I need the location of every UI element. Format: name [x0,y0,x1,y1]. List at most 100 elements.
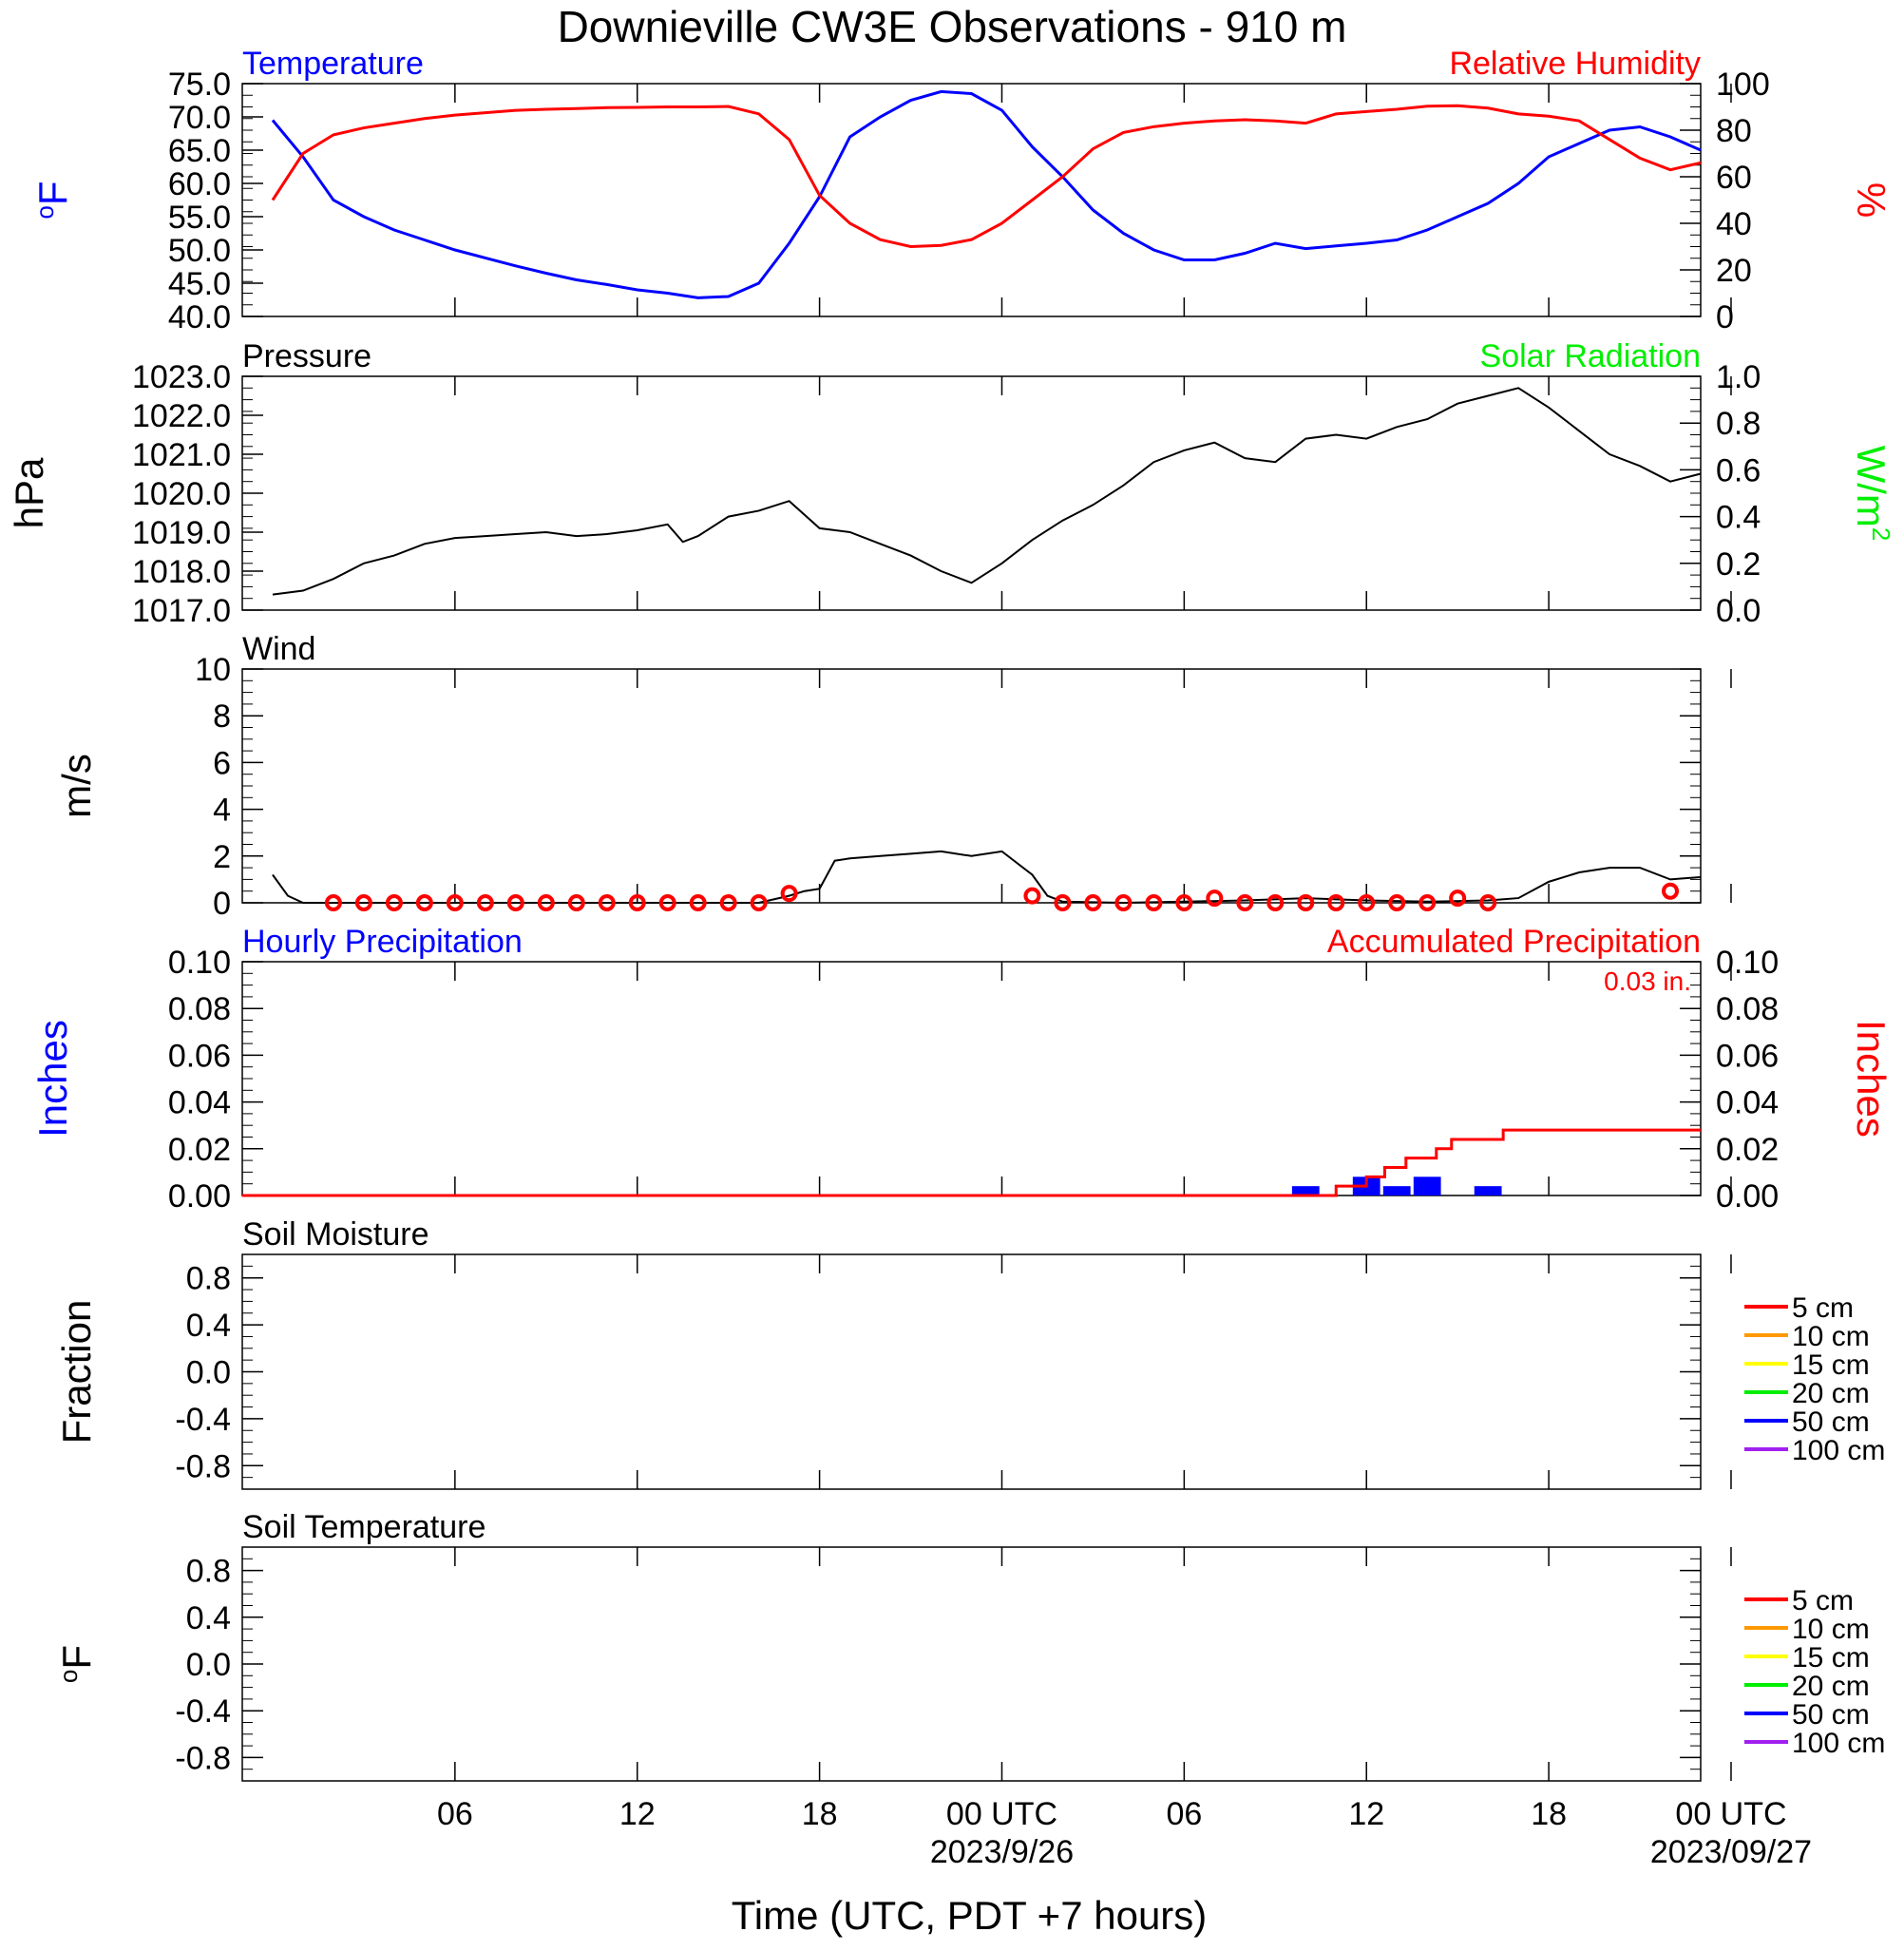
wind-station-circle [1479,894,1497,911]
left-tick-label: 70.0 [168,100,231,136]
left-tick-label: -0.4 [175,1402,231,1438]
wind-station-circle [354,894,372,911]
legend-label: 10 cm [1792,1614,1870,1645]
wind-station-circle [1054,894,1072,911]
panel-precipitation: 0.10 0.08 0.06 0.04 0.02 0.00 0.10 0.08 0.06 0.04… [30,924,1894,1215]
panel-frame [241,668,1702,904]
series-line-relative-humidity [271,104,1702,249]
panel-title-left: Hourly Precipitation [242,924,523,960]
left-tick-label: 0.08 [168,991,231,1027]
left-tick-label: 0.02 [168,1132,231,1168]
legend-label: 50 cm [1792,1699,1870,1731]
legend-label: 100 cm [1792,1435,1885,1466]
wind-station-circle [750,894,768,911]
wind-station-circle [1206,889,1224,908]
time-tick-label: 00 UTC [946,1796,1057,1832]
wind-station-circle [1114,894,1133,911]
wind-station-circle [476,894,494,911]
left-tick-label: 0 [213,886,231,922]
accumulated-precip-line [242,1128,1701,1197]
wind-station-circle [1662,882,1680,900]
time-tick-label: 18 [1531,1796,1567,1832]
wind-station-circle [537,894,555,911]
left-tick-label: 55.0 [168,200,231,236]
wind-station-circle [1297,894,1315,911]
left-tick-label: 4 [213,793,231,829]
right-tick-label: 1.0 [1716,359,1761,395]
date-label: 2023/09/27 [1650,1834,1812,1870]
wind-station-circle [1449,889,1467,908]
wind-station-circle [415,894,433,911]
legend-label: 15 cm [1792,1642,1870,1674]
right-tick-label: 20 [1716,253,1752,289]
right-tick-label: 0.6 [1716,452,1761,488]
panel-title-right: Solar Radiation [1480,338,1701,374]
wind-station-circle [385,894,403,911]
wind-station-circle [780,885,798,903]
legend-label: 20 cm [1792,1671,1870,1702]
accumulated-total-label: 0.03 in. [1604,966,1691,996]
left-tick-label: 0.8 [186,1554,231,1590]
right-tick-label: 0.08 [1716,991,1779,1027]
left-axis-label: hPa [7,457,51,528]
left-tick-label: 45.0 [168,266,231,302]
right-tick-label: 60 [1716,160,1752,196]
left-tick-label: 1022.0 [132,398,231,434]
panel-title-right: Relative Humidity [1449,46,1701,82]
left-tick-label: -0.8 [175,1740,231,1776]
wind-station-circle [1084,894,1102,911]
hourly-precip-bar [1474,1186,1502,1195]
wind-station-circle [1023,887,1041,905]
left-tick-label: 0.4 [186,1308,231,1344]
left-tick-label: 50.0 [168,233,231,269]
left-axis-label: Fraction [54,1300,99,1444]
right-tick-label: 100 [1716,67,1770,103]
x-axis-label: Time (UTC, PDT +7 hours) [732,1893,1208,1938]
right-tick-label: 0.06 [1716,1038,1779,1074]
left-tick-label: 40.0 [168,299,231,335]
wind-station-circle [1388,894,1406,911]
panel-temperature-rh: 75.070.065.060.055.050.045.040.0 100 80 60 4… [30,46,1894,335]
panel-title-left: Wind [242,631,315,667]
series-line-temperature [271,89,1702,299]
left-tick-label: 0.00 [168,1178,231,1215]
panel-title-left: Soil Temperature [242,1509,486,1545]
panel-frame [241,961,1702,1196]
wind-station-circle [689,894,707,911]
figure-title: Downieville CW3E Observations - 910 m [558,2,1347,51]
time-tick-label: 06 [1166,1796,1202,1832]
right-tick-label: 0.0 [1716,593,1761,629]
left-tick-label: 0.8 [186,1261,231,1297]
panel-frame [241,1253,1702,1490]
left-axis-label: Inches [30,1020,75,1138]
left-tick-label: 0.0 [186,1647,231,1683]
wind-station-circle [1418,894,1437,911]
right-tick-label: 80 [1716,113,1752,149]
right-tick-label: 0.2 [1716,546,1761,583]
wind-station-circle [567,894,585,911]
wind-station-circle [1236,894,1254,911]
left-tick-label: 0.0 [186,1355,231,1391]
wind-station-circle [628,894,646,911]
series-line-pressure [272,387,1702,596]
panel-title-left: Soil Moisture [242,1216,429,1253]
hourly-precip-bar [1413,1176,1441,1195]
left-axis-label: m/s [54,754,99,818]
legend-label: 20 cm [1792,1378,1870,1409]
panel-frame [241,375,1702,611]
series-line-wind-speed [272,850,1702,905]
wind-station-circle [506,894,524,911]
left-tick-label: 0.06 [168,1038,231,1074]
wind-station-circle [324,894,342,911]
left-tick-label: 0.4 [186,1600,231,1636]
left-tick-label: 1017.0 [132,593,231,629]
right-tick-label: 0.8 [1716,406,1761,442]
left-tick-label: 1020.0 [132,476,231,512]
left-tick-label: 75.0 [168,67,231,103]
right-tick-label: 0.10 [1716,945,1779,981]
panel-title-left: Temperature [242,46,424,82]
legend-label: 50 cm [1792,1406,1870,1438]
